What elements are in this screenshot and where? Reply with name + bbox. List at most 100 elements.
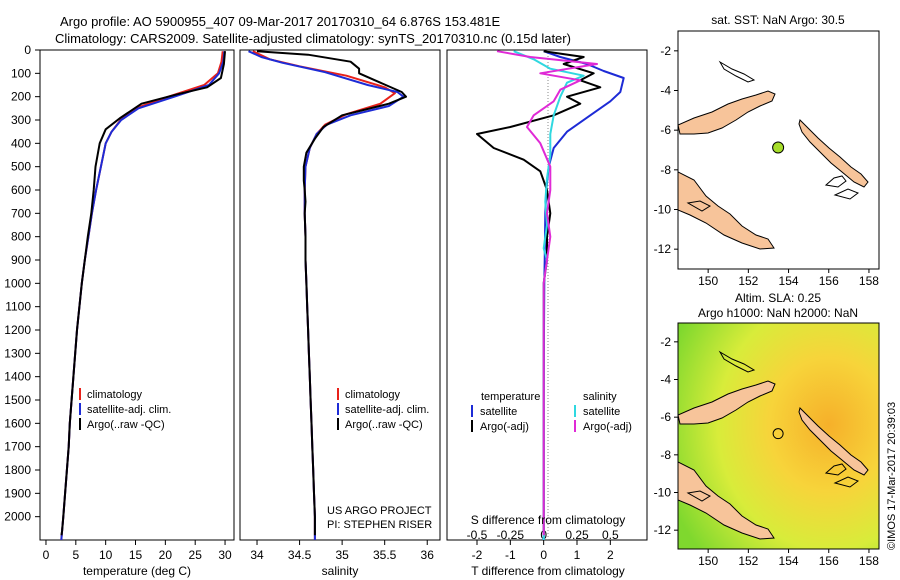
temperature-axis-label: temperature (deg C): [83, 564, 191, 578]
legend-label: satellite-adj. clim.: [345, 404, 429, 416]
y-tick-label: 2000: [4, 510, 31, 524]
x-tick-label: 1: [574, 548, 581, 562]
sla-map-title: Altim. SLA: 0.25: [735, 291, 821, 305]
x-tick-label: -1: [505, 548, 516, 562]
sst-map-frame: [677, 30, 880, 270]
s-difference-axis-label: S difference from climatology: [471, 513, 626, 527]
salinity-annotation-project: US ARGO PROJECT: [327, 505, 432, 517]
satellite-adj-clim-line: [60, 51, 226, 540]
y-tick-label: 900: [11, 253, 31, 267]
y-tick-label: 1000: [4, 276, 31, 290]
small-islands-outline: [686, 175, 860, 212]
salinity-axis-label: salinity: [322, 564, 359, 578]
map-y-tick-label: -6: [660, 123, 671, 137]
x-tick-label: 2: [607, 548, 614, 562]
sst-map-coastlines: [678, 60, 869, 250]
temperature-satellite-line: [542, 50, 625, 540]
x-tick-label: 25: [189, 548, 203, 562]
salinity-satellite-line: [513, 50, 585, 540]
argo-raw-qc-line: [256, 50, 407, 536]
new-ireland-land: [798, 119, 869, 188]
y-tick-label: 400: [11, 136, 31, 150]
y-tick-label: 1500: [4, 393, 31, 407]
imos-credit: ©IMOS 17-Mar-2017 20:39:03: [886, 402, 898, 550]
argo-float-marker: [772, 141, 785, 154]
sla-new-guinea-land: [678, 461, 775, 540]
y-tick-label: 1300: [4, 346, 31, 360]
y-tick-label: 0: [24, 43, 31, 57]
x-tick-label: -2: [472, 548, 483, 562]
x-tick-label: 34.5: [288, 548, 312, 562]
salinity-panel: 34 34.5 35 35.5 36 climatology satellite-adj.…: [239, 49, 441, 578]
x-tick-label: 15: [129, 548, 143, 562]
figure-title-line1: Argo profile: AO 5900955_407 09-Mar-2017…: [60, 14, 501, 29]
sla-small-islands-outline: [686, 463, 860, 502]
y-tick-label: 100: [11, 66, 31, 80]
difference-plot-frame: [446, 49, 648, 541]
sla-map-frame: [677, 322, 880, 550]
sla-map-coastlines: [678, 350, 869, 540]
map-y-tick-label: -2: [660, 44, 671, 58]
s-diff-tick-label: -0.25: [497, 528, 525, 542]
climatology-line: [60, 51, 224, 540]
legend-title-temperature: temperature: [481, 391, 540, 403]
y-tick-label: 700: [11, 206, 31, 220]
map-x-tick-label: 152: [738, 554, 758, 568]
legend-label: Argo(..raw -QC): [345, 419, 423, 431]
legend-label: Argo(-adj): [583, 421, 632, 433]
map-x-tick-label: 156: [819, 554, 839, 568]
difference-panel: -2 -1 0 1 2-0.5 -0.25 0 0.25 0.5 temperature sali…: [446, 49, 648, 578]
y-tick-label: 300: [11, 113, 31, 127]
map-y-tick-label: -8: [660, 163, 671, 177]
map-y-tick-label: -2: [660, 335, 671, 349]
map-y-tick-label: -8: [660, 448, 671, 462]
sla-field: [678, 323, 879, 549]
s-diff-tick-label: -0.5: [467, 528, 488, 542]
y-tick-label: 1100: [5, 300, 31, 314]
salinity-annotation-pi: PI: STEPHEN RISER: [327, 519, 432, 531]
y-tick-label: 600: [11, 183, 31, 197]
legend-label: climatology: [87, 389, 143, 401]
y-tick-label: 1700: [4, 440, 31, 454]
x-tick-label: 34: [250, 548, 264, 562]
t-difference-axis-label: T difference from climatology: [471, 564, 625, 578]
island-west-outline: [718, 60, 756, 83]
map-y-tick-label: -4: [660, 373, 671, 387]
map-x-tick-label: 154: [779, 554, 799, 568]
y-tick-label: 1200: [4, 323, 31, 337]
x-tick-label: 0: [540, 548, 547, 562]
temperature-plot-frame: [39, 49, 235, 541]
y-tick-label: 1400: [4, 370, 31, 384]
salinity-argo-adj-line: [496, 50, 598, 536]
y-tick-label: 800: [11, 230, 31, 244]
temperature-argo-adj-line: [476, 50, 602, 536]
sla-map-subtitle: Argo h1000: NaN h2000: NaN: [698, 306, 858, 320]
y-tick-label: 1800: [4, 463, 31, 477]
x-tick-label: 35: [335, 548, 349, 562]
map-x-tick-label: 150: [698, 274, 718, 288]
climatology-line: [252, 50, 396, 540]
s-diff-tick-label: 0.5: [602, 528, 619, 542]
s-diff-tick-label: 0.25: [565, 528, 589, 542]
legend-label: climatology: [345, 389, 401, 401]
new-britain-land: [678, 90, 776, 135]
sst-map: sat. SST: NaN Argo: 30.5 150 152 154 156 158…: [654, 13, 880, 288]
x-tick-label: 30: [218, 548, 232, 562]
sla-island-west-outline: [718, 350, 756, 373]
sla-new-ireland-land: [798, 407, 869, 476]
figure-title-line2: Climatology: CARS2009. Satellite-adjuste…: [55, 31, 571, 46]
sla-map: Altim. SLA: 0.25 Argo h1000: NaN h2000: …: [654, 291, 880, 568]
legend-label: Argo(..raw -QC): [87, 419, 165, 431]
x-tick-label: 20: [159, 548, 173, 562]
y-tick-label: 1600: [4, 416, 31, 430]
map-x-tick-label: 152: [738, 274, 758, 288]
map-x-tick-label: 156: [819, 274, 839, 288]
map-y-tick-label: -10: [654, 486, 672, 500]
y-tick-label: 1900: [4, 486, 31, 500]
map-y-tick-label: -6: [660, 410, 671, 424]
legend-title-salinity: salinity: [583, 391, 617, 403]
sla-new-britain-land: [678, 380, 776, 425]
argo-raw-qc-line: [60, 51, 226, 536]
salinity-plot-frame: [239, 49, 441, 541]
